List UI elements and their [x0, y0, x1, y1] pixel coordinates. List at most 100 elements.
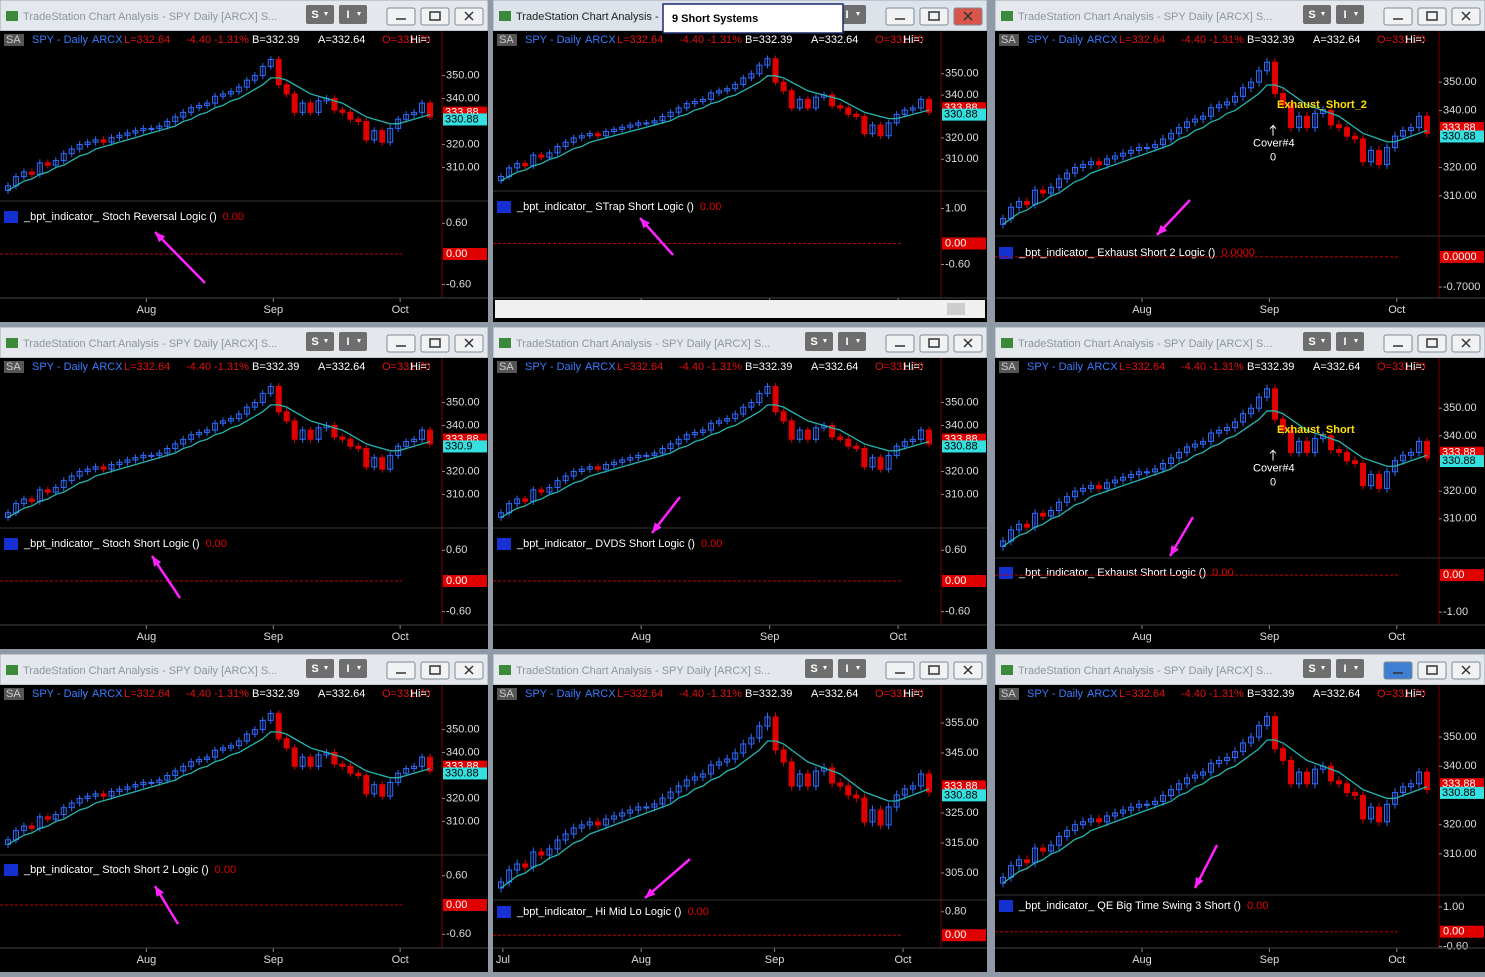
candle	[68, 148, 75, 155]
candle	[1328, 765, 1334, 782]
toolbar-button[interactable]	[1336, 332, 1364, 351]
candle	[578, 468, 585, 472]
symbol-field: O=331.70	[382, 688, 431, 700]
window-max-button[interactable]	[420, 7, 450, 26]
toolbar-button[interactable]	[838, 659, 866, 678]
dropdown-arrow	[856, 666, 860, 670]
toolbar-button[interactable]	[1336, 5, 1364, 24]
symbol-field: B=332.39	[745, 34, 792, 46]
symbol-field: -4.40	[1181, 34, 1206, 46]
toolbar-button-label: I	[845, 9, 848, 21]
candle	[1384, 147, 1390, 166]
window-min-button[interactable]	[386, 334, 416, 353]
candle	[522, 863, 529, 868]
candle	[1224, 427, 1230, 431]
candle	[707, 92, 714, 100]
candle	[363, 775, 370, 795]
candle	[1288, 104, 1294, 129]
window-max-button[interactable]	[919, 334, 949, 353]
window-min-button[interactable]	[1383, 7, 1413, 26]
candle	[691, 776, 698, 781]
window-min-button[interactable]	[386, 661, 416, 680]
symbol-field: -4.40	[1181, 361, 1206, 373]
window-max-button[interactable]	[420, 661, 450, 680]
price-tick-label: 310.00	[1443, 513, 1477, 525]
window-min-button[interactable]	[885, 7, 915, 26]
candle	[307, 756, 314, 767]
symbol-field: SPY - Daily	[32, 34, 89, 46]
toolbar-button[interactable]	[339, 332, 367, 351]
candle	[60, 480, 67, 489]
window-max-button[interactable]	[1417, 661, 1447, 680]
symbol-field: Hi=:	[410, 688, 430, 700]
candle	[732, 752, 739, 760]
window-min-button[interactable]	[386, 7, 416, 26]
window-min-button[interactable]	[1383, 661, 1413, 680]
toolbar-button[interactable]	[1336, 659, 1364, 678]
candle	[740, 77, 747, 85]
toolbar-button[interactable]	[339, 5, 367, 24]
toolbar-button[interactable]	[306, 659, 334, 678]
candle	[411, 438, 418, 443]
candle	[578, 824, 585, 829]
candle	[188, 107, 195, 113]
candle	[796, 773, 803, 787]
price-tick-label: 320.00	[1443, 161, 1477, 173]
window-max-button[interactable]	[1417, 334, 1447, 353]
candle	[1368, 474, 1374, 487]
toolbar-button[interactable]	[1303, 659, 1331, 678]
window-max-button[interactable]	[919, 661, 949, 680]
candle	[1360, 138, 1366, 163]
price-tick-label: 350.00	[1443, 402, 1477, 414]
pointer-arrow	[154, 231, 206, 284]
window-max-button[interactable]	[1417, 7, 1447, 26]
scroll-thumb[interactable]	[947, 303, 965, 315]
toolbar-button[interactable]	[306, 5, 334, 24]
candle	[259, 719, 266, 731]
window-max-button[interactable]	[919, 7, 949, 26]
toolbar-button[interactable]	[838, 332, 866, 351]
candle	[267, 58, 274, 67]
toolbar-button[interactable]	[805, 659, 833, 678]
toolbar-button[interactable]	[1303, 5, 1331, 24]
candle	[1216, 429, 1222, 434]
window-min-button[interactable]	[885, 334, 915, 353]
indicator-name: _bpt_indicator_ Exhaust Short 2 Logic ()	[1018, 247, 1215, 259]
candle	[1048, 844, 1054, 852]
chart-window: TradeStation Chart Analysis - SPY Daily …	[0, 327, 488, 649]
symbol-field: Hi=:	[1405, 688, 1425, 700]
window-max-button[interactable]	[420, 334, 450, 353]
candle	[812, 770, 819, 787]
candle	[837, 782, 844, 787]
scrollbar[interactable]	[495, 300, 985, 318]
candle	[76, 143, 83, 150]
candle	[780, 411, 787, 422]
dropdown-arrow	[1321, 339, 1325, 343]
candle	[1104, 482, 1110, 489]
candle	[227, 745, 234, 749]
toolbar-button[interactable]	[339, 659, 367, 678]
indicator-tick-label: 0.00	[446, 899, 467, 911]
toolbar-button[interactable]	[805, 332, 833, 351]
candle	[1120, 476, 1126, 481]
candle	[514, 163, 521, 169]
candle	[829, 425, 836, 438]
candle	[1136, 147, 1142, 151]
toolbar-button-label: S	[1308, 663, 1315, 675]
candle	[20, 498, 27, 505]
toolbar-button[interactable]	[306, 332, 334, 351]
candle	[796, 98, 803, 109]
candle	[562, 833, 569, 841]
candle	[116, 461, 123, 466]
candle	[52, 487, 59, 493]
toolbar-button[interactable]	[1303, 332, 1331, 351]
indicator-name: _bpt_indicator_ Stoch Short 2 Logic ()	[23, 864, 209, 876]
symbol-field: ARCX	[585, 688, 616, 700]
indicator-tick-label: -0.60	[1443, 940, 1468, 952]
toolbar-button[interactable]	[838, 5, 866, 24]
window-min-button[interactable]	[885, 661, 915, 680]
candle	[1400, 786, 1406, 794]
candle	[371, 457, 378, 468]
window-min-button[interactable]	[1383, 334, 1413, 353]
candle	[740, 406, 747, 415]
